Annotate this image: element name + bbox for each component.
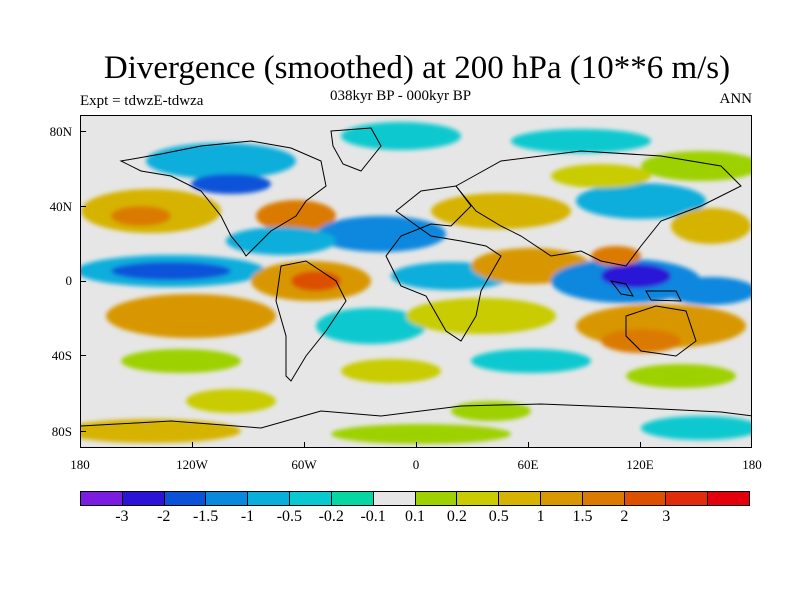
color-bar-label: 0.1: [405, 508, 425, 525]
color-bar-swatch: [248, 492, 291, 505]
y-tick-label: 80N: [49, 124, 72, 139]
season-label: ANN: [719, 91, 753, 107]
x-tick-label: 180: [742, 457, 762, 472]
color-bar-label: -1: [240, 508, 255, 525]
color-bar-swatch: [540, 492, 583, 505]
x-tick-mark: [640, 442, 641, 448]
color-bar-label: 1: [536, 508, 545, 525]
color-bar-swatch: [122, 492, 165, 505]
color-bar-swatch: [164, 492, 207, 505]
chart-subtitle: 038kyr BP - 000kyr BP: [330, 88, 472, 104]
map-plot-area: [80, 115, 752, 448]
experiment-label: Expt = tdwzE-tdwza: [80, 93, 204, 109]
color-bar-swatch: [415, 492, 458, 505]
y-tick-mark: [80, 431, 86, 432]
y-tick-label: 40S: [51, 348, 72, 363]
x-tick-label: 0: [412, 457, 420, 472]
color-bar-label: -1.5: [192, 508, 219, 525]
color-bar-label: 3: [662, 508, 671, 525]
color-bar-swatch: [582, 492, 625, 505]
y-tick-label: 80S: [51, 424, 72, 439]
color-bar-swatch: [331, 492, 374, 505]
y-tick-mark: [80, 206, 86, 207]
color-bar-swatch: [499, 492, 541, 505]
color-bar-label: 0.2: [446, 508, 467, 525]
color-bar-label: -2: [157, 508, 171, 525]
color-bar-label: 2: [620, 508, 629, 525]
y-tick-label: 0: [65, 273, 73, 288]
chart-title: Divergence (smoothed) at 200 hPa (10**6 …: [103, 50, 731, 86]
color-bar-swatch: [666, 492, 709, 505]
x-tick-label: 60W: [291, 457, 317, 472]
color-bar: [80, 491, 750, 506]
color-bar-swatch: [290, 492, 332, 505]
y-tick-mark: [80, 281, 86, 282]
color-bar-label: -0.2: [318, 508, 344, 525]
x-tick-mark: [528, 442, 529, 448]
x-tick-mark: [416, 442, 417, 448]
x-tick-label: 120W: [176, 457, 208, 472]
x-tick-mark: [304, 442, 305, 448]
x-tick-label: 60E: [517, 457, 539, 472]
color-bar-swatch: [373, 492, 416, 505]
divergence-map: [81, 122, 751, 444]
y-tick-mark: [80, 355, 86, 356]
color-bar-label: -0.5: [276, 508, 303, 525]
color-bar-label: 1.5: [572, 508, 593, 525]
divergence-field: [81, 122, 751, 444]
y-tick-mark: [80, 131, 86, 132]
coastlines: [81, 127, 751, 429]
color-bar-swatch: [624, 492, 667, 505]
color-bar-swatch: [206, 492, 249, 505]
color-bar-label: -0.1: [360, 508, 386, 525]
color-bar-swatch: [457, 492, 500, 505]
y-tick-label: 40N: [49, 199, 72, 214]
x-tick-label: 120E: [626, 457, 654, 472]
color-bar-swatch: [81, 492, 123, 505]
x-tick-mark: [192, 442, 193, 448]
color-bar-label: -3: [115, 508, 129, 525]
x-tick-label: 180: [70, 457, 90, 472]
color-bar-label: 0.5: [488, 508, 509, 525]
color-bar-swatch: [708, 492, 749, 505]
